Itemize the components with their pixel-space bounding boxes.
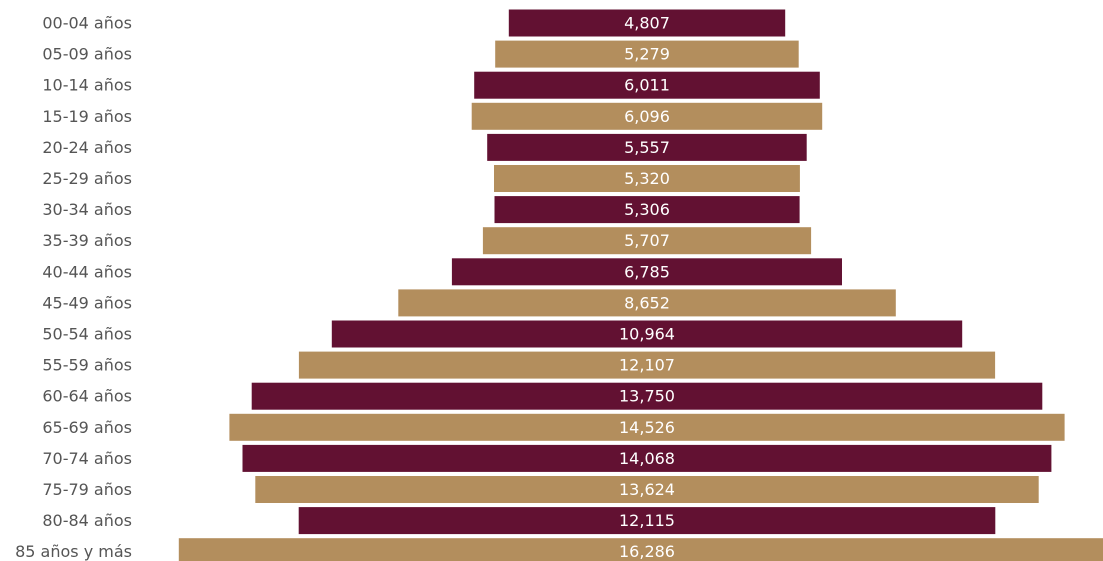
- category-label-00-04-a-os: 00-04 años: [42, 14, 132, 33]
- bar-60-64-a-os: [251, 382, 1043, 410]
- value-label-85-a-os-y-m-s: 16,286: [619, 542, 675, 561]
- category-label-35-39-a-os: 35-39 años: [42, 231, 132, 250]
- category-label-05-09-a-os: 05-09 años: [42, 45, 132, 64]
- bar-55-59-a-os: [298, 351, 996, 379]
- value-label-80-84-a-os: 12,115: [619, 511, 675, 530]
- bar-10-14-a-os: [474, 71, 820, 99]
- bar-20-24-a-os: [487, 133, 807, 161]
- bar-30-34-a-os: [494, 196, 800, 224]
- bar-00-04-a-os: [508, 9, 786, 37]
- value-label-35-39-a-os: 5,707: [624, 231, 670, 250]
- value-label-60-64-a-os: 13,750: [619, 387, 675, 406]
- bar-70-74-a-os: [242, 444, 1052, 472]
- value-label-25-29-a-os: 5,320: [624, 169, 670, 188]
- bar-85-a-os-y-m-s: [178, 538, 1103, 561]
- category-label-60-64-a-os: 60-64 años: [42, 387, 132, 406]
- category-label-40-44-a-os: 40-44 años: [42, 262, 132, 281]
- category-label-45-49-a-os: 45-49 años: [42, 293, 132, 312]
- value-label-75-79-a-os: 13,624: [619, 480, 675, 499]
- bar-50-54-a-os: [331, 320, 963, 348]
- value-label-00-04-a-os: 4,807: [624, 14, 670, 33]
- category-label-30-34-a-os: 30-34 años: [42, 200, 132, 219]
- value-label-50-54-a-os: 10,964: [619, 325, 675, 344]
- category-label-50-54-a-os: 50-54 años: [42, 325, 132, 344]
- value-label-65-69-a-os: 14,526: [619, 418, 675, 437]
- bar-40-44-a-os: [451, 258, 842, 286]
- category-label-70-74-a-os: 70-74 años: [42, 449, 132, 468]
- bar-15-19-a-os: [471, 102, 823, 130]
- value-label-70-74-a-os: 14,068: [619, 449, 675, 468]
- value-label-05-09-a-os: 5,279: [624, 45, 670, 64]
- value-label-30-34-a-os: 5,306: [624, 200, 670, 219]
- value-label-20-24-a-os: 5,557: [624, 138, 670, 157]
- category-label-55-59-a-os: 55-59 años: [42, 356, 132, 375]
- bar-25-29-a-os: [494, 165, 800, 192]
- value-label-15-19-a-os: 6,096: [624, 107, 670, 126]
- value-label-10-14-a-os: 6,011: [624, 76, 670, 95]
- bar-35-39-a-os: [482, 227, 812, 255]
- category-label-85-a-os-y-m-s: 85 años y más: [15, 542, 132, 561]
- category-label-80-84-a-os: 80-84 años: [42, 511, 132, 530]
- category-label-25-29-a-os: 25-29 años: [42, 169, 132, 188]
- category-label-10-14-a-os: 10-14 años: [42, 76, 132, 95]
- value-label-55-59-a-os: 12,107: [619, 356, 675, 375]
- bar-65-69-a-os: [229, 413, 1065, 441]
- value-label-45-49-a-os: 8,652: [624, 293, 670, 312]
- bar-45-49-a-os: [398, 289, 896, 317]
- bar-05-09-a-os: [495, 40, 799, 68]
- bar-75-79-a-os: [255, 476, 1039, 503]
- value-label-40-44-a-os: 6,785: [624, 262, 670, 281]
- bar-80-84-a-os: [298, 507, 996, 535]
- category-label-65-69-a-os: 65-69 años: [42, 418, 132, 437]
- category-label-20-24-a-os: 20-24 años: [42, 138, 132, 157]
- category-label-75-79-a-os: 75-79 años: [42, 480, 132, 499]
- category-label-15-19-a-os: 15-19 años: [42, 107, 132, 126]
